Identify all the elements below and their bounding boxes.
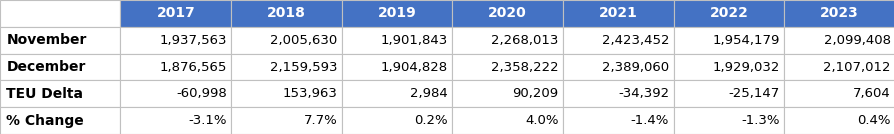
Bar: [673, 107, 783, 134]
Text: 1,929,032: 1,929,032: [712, 60, 779, 74]
Text: November: November: [6, 33, 87, 47]
Text: 90,209: 90,209: [512, 87, 558, 100]
Bar: [0, 54, 121, 80]
Bar: [562, 107, 673, 134]
Text: 2,423,452: 2,423,452: [601, 34, 669, 47]
Bar: [451, 27, 562, 54]
Text: 2018: 2018: [266, 6, 306, 20]
Bar: [0, 27, 121, 54]
Text: 2021: 2021: [598, 6, 637, 20]
Text: 2022: 2022: [709, 6, 747, 20]
Bar: [231, 107, 342, 134]
Bar: [231, 0, 342, 27]
Text: -34,392: -34,392: [618, 87, 669, 100]
Text: 1,904,828: 1,904,828: [380, 60, 447, 74]
Text: 7,604: 7,604: [852, 87, 890, 100]
Bar: [783, 27, 894, 54]
Bar: [342, 27, 451, 54]
Bar: [121, 0, 231, 27]
Text: 0.4%: 0.4%: [856, 114, 890, 127]
Text: -1.3%: -1.3%: [740, 114, 779, 127]
Bar: [562, 54, 673, 80]
Bar: [231, 27, 342, 54]
Bar: [673, 27, 783, 54]
Text: 2017: 2017: [156, 6, 195, 20]
Text: 2,107,012: 2,107,012: [822, 60, 890, 74]
Text: -25,147: -25,147: [728, 87, 779, 100]
Bar: [0, 0, 121, 27]
Text: 1,937,563: 1,937,563: [159, 34, 226, 47]
Text: December: December: [6, 60, 86, 74]
Bar: [673, 0, 783, 27]
Text: 2,099,408: 2,099,408: [822, 34, 890, 47]
Bar: [673, 80, 783, 107]
Bar: [562, 27, 673, 54]
Bar: [783, 54, 894, 80]
Text: 2,984: 2,984: [409, 87, 447, 100]
Text: -60,998: -60,998: [176, 87, 226, 100]
Bar: [673, 54, 783, 80]
Bar: [121, 27, 231, 54]
Text: 2,159,593: 2,159,593: [269, 60, 337, 74]
Text: -3.1%: -3.1%: [188, 114, 226, 127]
Bar: [0, 107, 121, 134]
Bar: [783, 0, 894, 27]
Bar: [451, 54, 562, 80]
Text: 2,005,630: 2,005,630: [270, 34, 337, 47]
Bar: [342, 80, 451, 107]
Bar: [342, 107, 451, 134]
Bar: [451, 107, 562, 134]
Text: 7.7%: 7.7%: [303, 114, 337, 127]
Bar: [231, 54, 342, 80]
Bar: [783, 107, 894, 134]
Text: % Change: % Change: [6, 114, 84, 128]
Text: 2019: 2019: [377, 6, 416, 20]
Bar: [451, 80, 562, 107]
Bar: [121, 80, 231, 107]
Bar: [342, 0, 451, 27]
Text: TEU Delta: TEU Delta: [6, 87, 83, 101]
Bar: [562, 80, 673, 107]
Bar: [562, 0, 673, 27]
Bar: [783, 80, 894, 107]
Text: 2,389,060: 2,389,060: [602, 60, 669, 74]
Bar: [231, 80, 342, 107]
Text: 1,901,843: 1,901,843: [380, 34, 447, 47]
Text: 1,876,565: 1,876,565: [159, 60, 226, 74]
Bar: [121, 54, 231, 80]
Bar: [121, 107, 231, 134]
Bar: [342, 54, 451, 80]
Text: -1.4%: -1.4%: [630, 114, 669, 127]
Bar: [451, 0, 562, 27]
Text: 1,954,179: 1,954,179: [712, 34, 779, 47]
Text: 2,268,013: 2,268,013: [491, 34, 558, 47]
Text: 2020: 2020: [488, 6, 527, 20]
Text: 153,963: 153,963: [283, 87, 337, 100]
Text: 2023: 2023: [820, 6, 858, 20]
Text: 2,358,222: 2,358,222: [491, 60, 558, 74]
Text: 0.2%: 0.2%: [414, 114, 447, 127]
Bar: [0, 80, 121, 107]
Text: 4.0%: 4.0%: [525, 114, 558, 127]
